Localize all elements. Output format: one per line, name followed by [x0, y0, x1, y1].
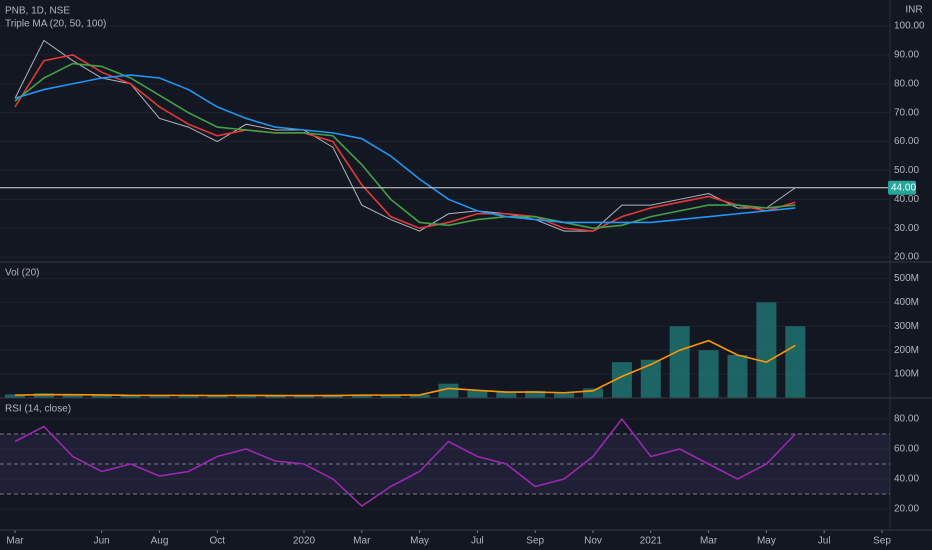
- y-tick-label: 60.00: [894, 136, 919, 147]
- pane-title: RSI (14, close): [5, 404, 71, 415]
- volume-bar: [438, 383, 459, 398]
- y-tick-label: 70.00: [894, 107, 919, 118]
- y-tick-label: 60.00: [894, 444, 919, 455]
- y-tick-label: 500M: [894, 273, 919, 284]
- pane-subtitle: Triple MA (20, 50, 100): [5, 19, 106, 30]
- volume-bar: [727, 354, 748, 398]
- volume-bar: [62, 394, 83, 398]
- volume-bar: [496, 392, 517, 398]
- series-line: [14, 62, 796, 230]
- volume-bar: [669, 326, 690, 398]
- volume-bar: [640, 359, 661, 398]
- y-tick-label: 100.00: [894, 21, 925, 32]
- currency-label: INR: [905, 5, 922, 16]
- y-tick-label: 90.00: [894, 50, 919, 61]
- x-tick-label: Sep: [873, 536, 891, 547]
- series-line: [14, 39, 796, 232]
- price-tag: [888, 180, 916, 195]
- volume-bar: [698, 350, 719, 398]
- series-line: [14, 74, 796, 224]
- volume-bar: [611, 362, 632, 398]
- x-tick-label: Aug: [151, 536, 169, 547]
- pane-title: PNB, 1D, NSE: [5, 6, 70, 17]
- volume-bar: [554, 393, 575, 398]
- series-line: [14, 417, 796, 508]
- volume-bar: [236, 395, 257, 398]
- x-tick-label: 2021: [640, 536, 663, 547]
- x-tick-label: Mar: [700, 536, 718, 547]
- volume-bar: [409, 394, 430, 398]
- volume-bar: [33, 393, 54, 398]
- y-tick-label: 30.00: [894, 223, 919, 234]
- volume-bar: [149, 395, 170, 398]
- x-tick-label: Mar: [353, 536, 371, 547]
- volume-bar: [756, 302, 777, 398]
- volume-bar: [294, 395, 314, 398]
- x-tick-label: May: [757, 536, 776, 547]
- volume-bar: [120, 395, 141, 398]
- volume-bar: [178, 395, 199, 398]
- volume-bar: [91, 395, 112, 398]
- volume-bar: [785, 326, 806, 398]
- volume-bar: [467, 390, 488, 398]
- y-tick-label: 80.00: [894, 414, 919, 425]
- pane-title: Vol (20): [5, 268, 39, 279]
- price-tag-label: 44.00: [891, 182, 916, 193]
- series-line: [14, 54, 796, 232]
- x-tick-label: Mar: [6, 536, 24, 547]
- volume-bar: [380, 395, 401, 398]
- x-tick-label: May: [410, 536, 429, 547]
- y-tick-label: 50.00: [894, 165, 919, 176]
- x-tick-label: Jun: [94, 536, 110, 547]
- volume-bar: [5, 394, 25, 398]
- y-tick-label: 200M: [894, 345, 919, 356]
- y-tick-label: 40.00: [894, 474, 919, 485]
- x-tick-label: Oct: [210, 536, 226, 547]
- x-tick-label: Sep: [526, 536, 544, 547]
- x-tick-label: Jul: [818, 536, 831, 547]
- y-tick-label: 80.00: [894, 78, 919, 89]
- x-tick-label: Nov: [584, 536, 602, 547]
- volume-bar: [583, 388, 603, 398]
- y-tick-label: 300M: [894, 321, 919, 332]
- y-tick-label: 20.00: [894, 252, 919, 263]
- y-tick-label: 20.00: [894, 504, 919, 515]
- volume-bar: [351, 394, 372, 398]
- volume-bar: [265, 395, 286, 398]
- y-tick-label: 400M: [894, 297, 919, 308]
- x-tick-label: 2020: [293, 536, 316, 547]
- volume-bar: [322, 395, 343, 398]
- volume-bar: [207, 395, 228, 398]
- volume-bar: [525, 390, 546, 398]
- series-line: [14, 339, 796, 397]
- y-tick-label: 100M: [894, 369, 919, 380]
- y-tick-label: 40.00: [894, 194, 919, 205]
- x-tick-label: Jul: [471, 536, 484, 547]
